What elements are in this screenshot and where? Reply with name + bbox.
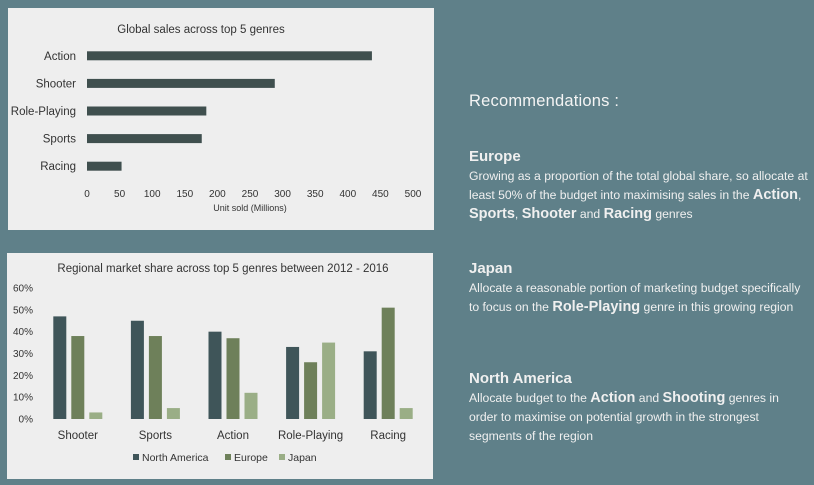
north-america-heading: North America (469, 370, 572, 387)
y-tick-label: 20% (13, 371, 33, 382)
japan-text: Allocate a reasonable portion of marketi… (469, 281, 801, 315)
x-tick-label: 50 (114, 189, 126, 200)
bar-sports (87, 134, 202, 144)
bar-racing (87, 161, 122, 171)
category-label: Shooter (36, 78, 76, 90)
bar-role-playing-north-america (286, 346, 300, 419)
bar-racing-europe (381, 307, 395, 419)
x-tick-label: 300 (274, 189, 291, 200)
y-tick-label: 40% (13, 327, 33, 338)
bar-shooter-japan (89, 412, 103, 419)
category-label: Racing (40, 161, 76, 173)
bar-action-north-america (208, 331, 222, 419)
japan-heading: Japan (469, 260, 513, 277)
category-label: Racing (370, 430, 406, 442)
x-tick-label: 400 (339, 189, 356, 200)
bar-role-playing-japan (322, 342, 336, 419)
bar-sports-north-america (130, 320, 144, 419)
global-sales-chart-panel: Global sales across top 5 genres Action S… (8, 8, 434, 230)
category-label: Sports (139, 430, 172, 442)
x-tick-label: 100 (144, 189, 161, 200)
bar-shooter (87, 78, 275, 88)
x-tick-label: 450 (372, 189, 389, 200)
category-label: Shooter (58, 430, 98, 442)
legend-swatch (225, 454, 231, 460)
legend-label: Europe (234, 452, 268, 464)
recommendations-title: Recommendations : (469, 92, 620, 110)
bar-racing-north-america (363, 351, 377, 419)
japan-section: Japan Allocate a reasonable portion of m… (469, 260, 809, 317)
y-tick-label: 60% (13, 284, 33, 295)
category-label: Action (217, 430, 249, 442)
north-america-text: Allocate budget to the Action and Shooti… (469, 390, 779, 443)
x-tick-label: 200 (209, 189, 226, 200)
europe-text: Growing as a proportion of the total glo… (469, 169, 808, 222)
north-america-section: North America Allocate budget to the Act… (469, 370, 809, 446)
x-tick-label: 150 (176, 189, 193, 200)
category-label: Role-Playing (278, 430, 343, 442)
bar-action-europe (226, 338, 240, 419)
bar-action-japan (244, 392, 258, 419)
chart-title: Global sales across top 5 genres (117, 24, 285, 36)
x-axis-label: Unit sold (Millions) (213, 203, 287, 213)
chart-title: Regional market share across top 5 genre… (57, 263, 388, 275)
x-tick-label: 500 (405, 189, 422, 200)
europe-section: Europe Growing as a proportion of the to… (469, 148, 809, 224)
legend-swatch (279, 454, 285, 460)
category-label: Sports (43, 134, 76, 146)
y-tick-label: 10% (13, 393, 33, 404)
bar-action (87, 51, 372, 61)
bar-shooter-europe (71, 336, 85, 419)
legend-label: Japan (288, 452, 317, 464)
x-tick-label: 250 (242, 189, 259, 200)
y-tick-label: 30% (13, 349, 33, 360)
bar-sports-europe (148, 336, 162, 419)
bar-role-playing-europe (304, 362, 318, 419)
y-tick-label: 50% (13, 305, 33, 316)
bar-racing-japan (399, 408, 413, 419)
global-sales-chart: Global sales across top 5 genres Action S… (11, 24, 422, 213)
legend-swatch (133, 454, 139, 460)
category-label: Action (44, 51, 76, 63)
y-tick-label: 0% (19, 415, 34, 426)
bar-role-playing (87, 106, 207, 116)
regional-share-chart-panel: Regional market share across top 5 genre… (7, 253, 433, 479)
category-label: Role-Playing (11, 106, 76, 118)
europe-heading: Europe (469, 148, 521, 165)
x-tick-label: 0 (84, 189, 90, 200)
regional-share-chart: Regional market share across top 5 genre… (13, 263, 413, 464)
bar-shooter-north-america (53, 316, 67, 419)
bar-sports-japan (166, 408, 180, 419)
legend-label: North America (142, 452, 209, 464)
x-tick-label: 350 (307, 189, 324, 200)
